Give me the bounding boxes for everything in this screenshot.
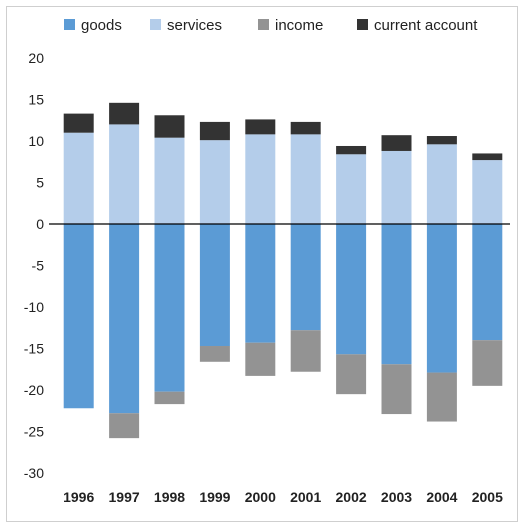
bar-services-1997 bbox=[109, 124, 140, 224]
bar-goods-2004 bbox=[426, 224, 457, 373]
bar-current-account-2002 bbox=[336, 145, 367, 155]
y-axis: 20 15 10 5 0 -5 -10 -15 -20 -25 -30 bbox=[24, 50, 44, 481]
bar-income-2003 bbox=[381, 364, 412, 415]
y-tick-label: 20 bbox=[28, 50, 44, 66]
bar-current-account-1996 bbox=[63, 113, 94, 133]
bar-income-2000 bbox=[245, 342, 276, 376]
legend-label-income: income bbox=[275, 17, 323, 34]
y-tick-label: 10 bbox=[28, 133, 44, 149]
bar-income-2002 bbox=[336, 354, 367, 395]
x-axis: 1996 1997 1998 1999 2000 2001 2002 2003 2004 2005 bbox=[63, 489, 503, 505]
bar-goods-2005 bbox=[472, 224, 503, 341]
bar-goods-1998 bbox=[154, 224, 185, 392]
bar-income-1997 bbox=[109, 413, 140, 439]
bar-goods-1996 bbox=[63, 224, 94, 409]
x-tick-label: 2000 bbox=[245, 489, 276, 505]
bar-goods-2000 bbox=[245, 224, 276, 343]
bar-current-account-2003 bbox=[381, 135, 412, 151]
y-tick-label: 0 bbox=[36, 216, 44, 232]
x-tick-label: 2004 bbox=[426, 489, 457, 505]
x-tick-label: 1996 bbox=[63, 489, 94, 505]
y-tick-label: -5 bbox=[32, 258, 45, 274]
bar-goods-1999 bbox=[199, 224, 230, 347]
legend-label-services: services bbox=[167, 17, 222, 34]
bar-current-account-2005 bbox=[472, 153, 503, 161]
bar-goods-1997 bbox=[109, 224, 140, 414]
y-tick-label: 5 bbox=[36, 175, 44, 191]
bar-current-account-1998 bbox=[154, 115, 185, 138]
y-tick-label: 15 bbox=[28, 92, 44, 108]
bar-current-account-2001 bbox=[290, 121, 321, 135]
bar-income-2005 bbox=[472, 340, 503, 386]
legend-swatch-income bbox=[258, 19, 269, 30]
legend-label-goods: goods bbox=[81, 17, 122, 34]
bar-services-2001 bbox=[290, 134, 321, 224]
bar-current-account-1999 bbox=[199, 121, 230, 141]
bars bbox=[49, 102, 510, 439]
bar-goods-2002 bbox=[336, 224, 367, 355]
x-tick-label: 2005 bbox=[472, 489, 503, 505]
bar-income-1998 bbox=[154, 391, 185, 405]
bar-goods-2003 bbox=[381, 224, 412, 365]
bar-services-1998 bbox=[154, 137, 185, 224]
x-tick-label: 1997 bbox=[109, 489, 140, 505]
legend-swatch-goods bbox=[64, 19, 75, 30]
legend-swatch-services bbox=[150, 19, 161, 30]
x-tick-label: 2003 bbox=[381, 489, 412, 505]
y-tick-label: -10 bbox=[24, 299, 44, 315]
x-tick-label: 2001 bbox=[290, 489, 321, 505]
bar-income-2001 bbox=[290, 330, 321, 372]
bar-current-account-2004 bbox=[426, 136, 457, 145]
y-tick-label: -15 bbox=[24, 341, 44, 357]
y-tick-label: -30 bbox=[24, 465, 44, 481]
x-tick-label: 1998 bbox=[154, 489, 185, 505]
bar-services-2003 bbox=[381, 150, 412, 224]
bar-services-2004 bbox=[426, 144, 457, 224]
bar-income-2004 bbox=[426, 372, 457, 422]
bar-services-2000 bbox=[245, 134, 276, 224]
y-tick-label: -25 bbox=[24, 424, 44, 440]
bar-services-2005 bbox=[472, 160, 503, 224]
x-tick-label: 2002 bbox=[336, 489, 367, 505]
legend: goods services income current account bbox=[64, 17, 478, 34]
bar-goods-2001 bbox=[290, 224, 321, 331]
bar-current-account-1997 bbox=[109, 102, 140, 125]
bar-current-account-2000 bbox=[245, 119, 276, 135]
x-tick-label: 1999 bbox=[199, 489, 230, 505]
bar-services-1996 bbox=[63, 132, 94, 224]
legend-label-current-account: current account bbox=[374, 17, 478, 34]
bar-income-1999 bbox=[199, 346, 230, 362]
legend-swatch-current-account bbox=[357, 19, 368, 30]
bar-services-1999 bbox=[199, 140, 230, 224]
bar-services-2002 bbox=[336, 154, 367, 224]
y-tick-label: -20 bbox=[24, 382, 44, 398]
